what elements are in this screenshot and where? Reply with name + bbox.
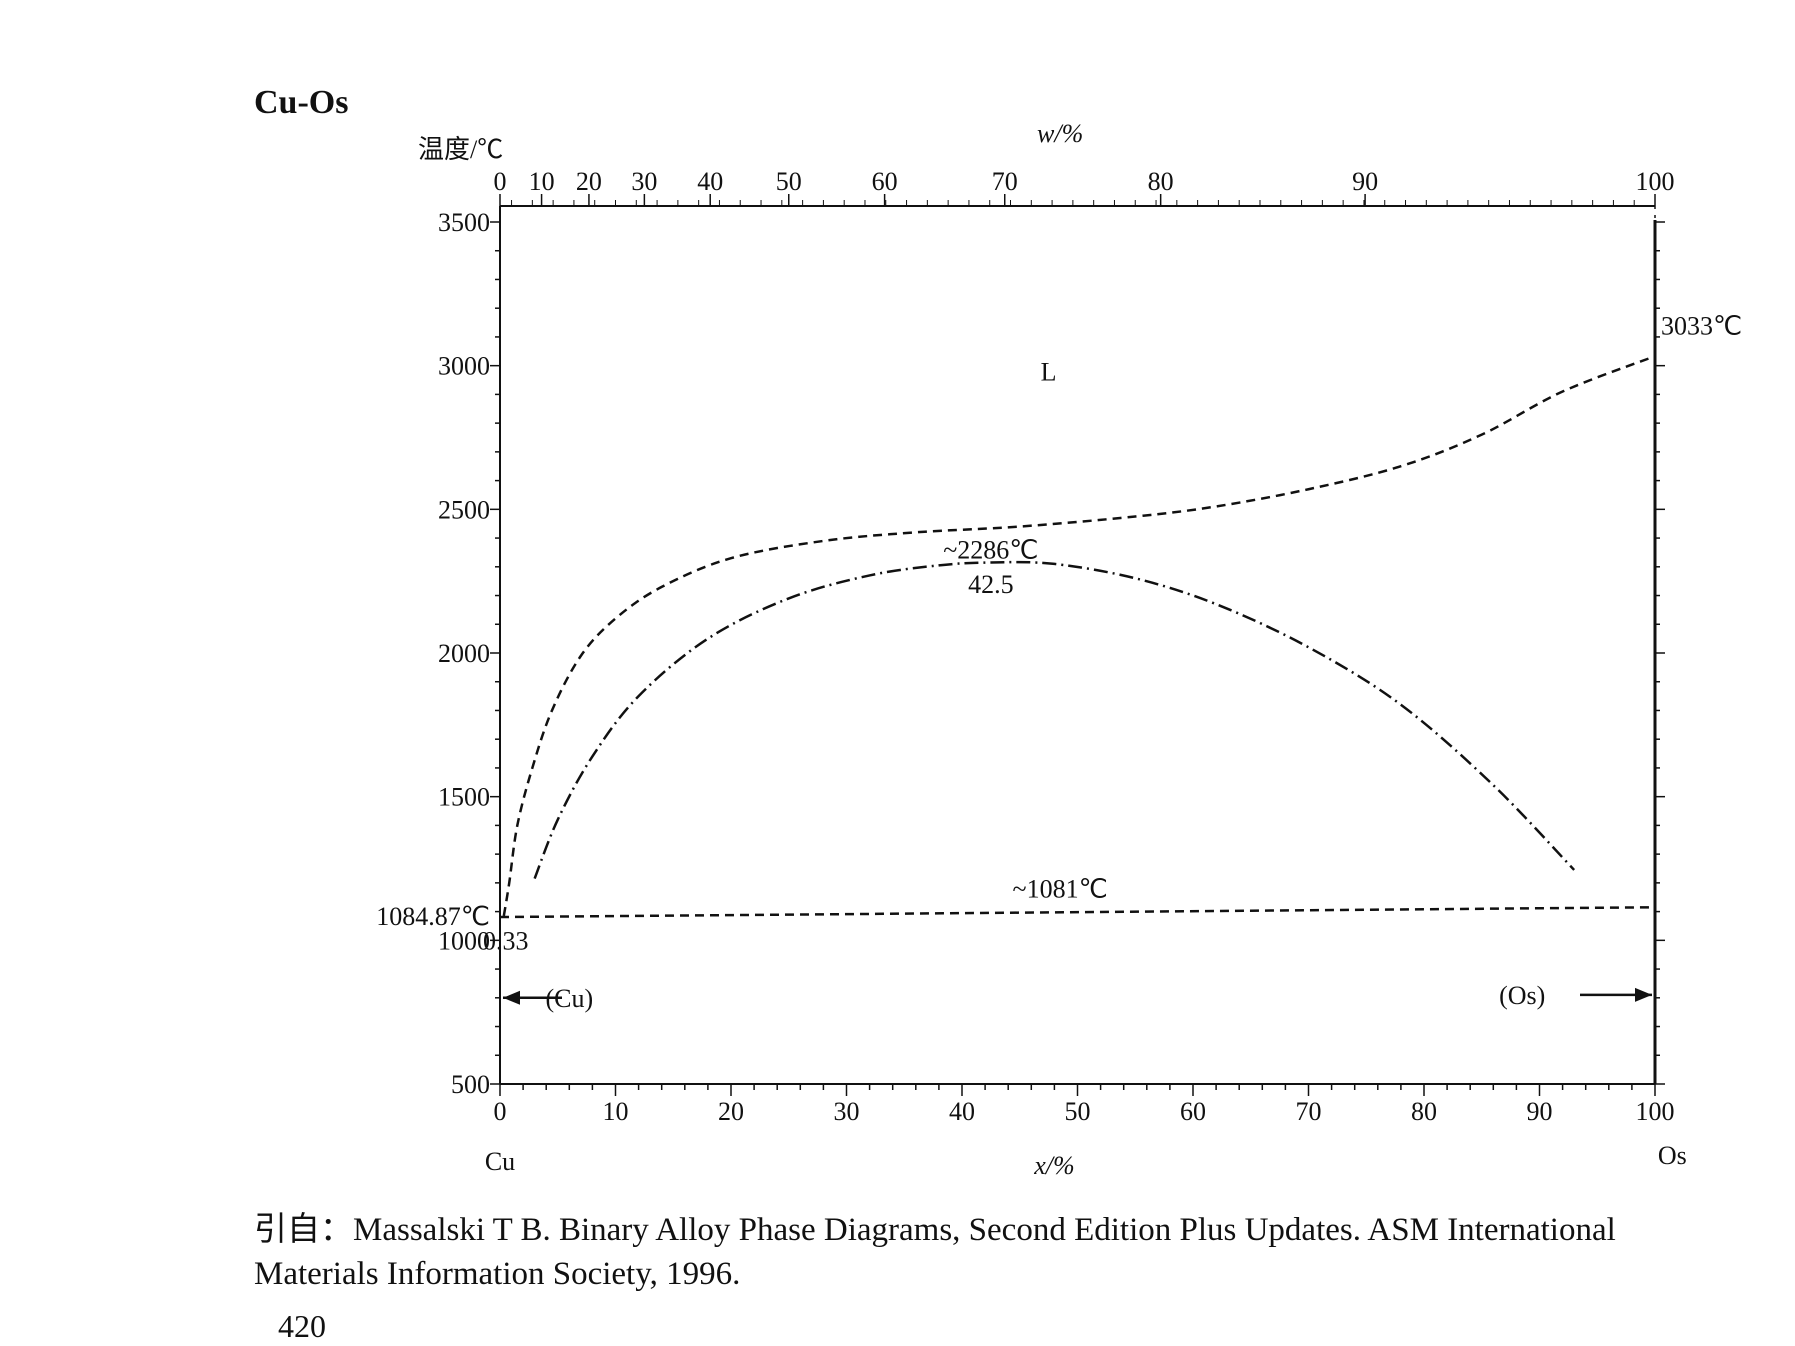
page-number: 420 — [278, 1308, 326, 1344]
top-tick-label: 100 — [1636, 167, 1675, 196]
top-tick-label: 20 — [576, 167, 602, 196]
x-tick-label: 50 — [1065, 1097, 1091, 1126]
top-axis-label: w/% — [1037, 119, 1083, 148]
x-tick-label: 20 — [718, 1097, 744, 1126]
phase-boundary-1 — [502, 355, 1656, 917]
x-tick-label: 30 — [834, 1097, 860, 1126]
y-tick-label: 3000 — [438, 352, 490, 381]
os-arrow-head — [1635, 987, 1652, 1002]
component-right-label: Os — [1658, 1141, 1687, 1170]
y-tick-label: 1000 — [438, 926, 490, 955]
top-tick-label: 50 — [776, 167, 802, 196]
diagram-title: Cu-Os — [254, 84, 349, 121]
x-tick-label: 100 — [1636, 1097, 1675, 1126]
top-tick-label: 40 — [697, 167, 723, 196]
annotation: ~2286℃ — [943, 536, 1038, 565]
top-tick-label: 70 — [992, 167, 1018, 196]
x-tick-label: 40 — [949, 1097, 975, 1126]
top-tick-label: 0 — [494, 167, 507, 196]
y-tick-label: 3500 — [438, 208, 490, 237]
citation-line-2: Materials Information Society, 1996. — [254, 1256, 741, 1292]
x-tick-label: 60 — [1180, 1097, 1206, 1126]
x-tick-label: 90 — [1527, 1097, 1553, 1126]
y-tick-label: 2000 — [438, 639, 490, 668]
component-left-label: Cu — [485, 1147, 515, 1176]
annotation: (Os) — [1499, 981, 1545, 1010]
annotation: 42.5 — [968, 570, 1014, 599]
top-tick-label: 90 — [1352, 167, 1378, 196]
y-tick-label: 500 — [451, 1070, 490, 1099]
cu-arrow-head — [503, 990, 520, 1005]
annotation: (Cu) — [545, 984, 593, 1013]
y-tick-label: 1500 — [438, 783, 490, 812]
y-tick-label: 2500 — [438, 495, 490, 524]
annotation: L — [1041, 357, 1057, 386]
x-tick-label: 0 — [494, 1097, 507, 1126]
top-tick-label: 30 — [631, 167, 657, 196]
phase-curves — [499, 355, 1656, 1005]
top-tick-label: 60 — [872, 167, 898, 196]
annotation: 0.33 — [483, 926, 529, 955]
annotation: ~1081℃ — [1013, 875, 1108, 904]
citation-line-1: 引自：Massalski T B. Binary Alloy Phase Dia… — [254, 1212, 1616, 1248]
annotation: 1084.87℃ — [376, 902, 490, 931]
top-tick-label: 10 — [529, 167, 555, 196]
y-axis-label: 温度/℃ — [418, 135, 503, 164]
x-tick-label: 70 — [1296, 1097, 1322, 1126]
x-axis-label: x/% — [1033, 1151, 1074, 1180]
x-tick-label: 10 — [603, 1097, 629, 1126]
plot-frame — [490, 194, 1665, 1096]
top-tick-label: 80 — [1148, 167, 1174, 196]
x-tick-label: 80 — [1411, 1097, 1437, 1126]
phase-boundary-2 — [533, 560, 1576, 880]
annotation: 3033℃ — [1661, 311, 1742, 340]
phase-boundary-3 — [499, 906, 1656, 919]
